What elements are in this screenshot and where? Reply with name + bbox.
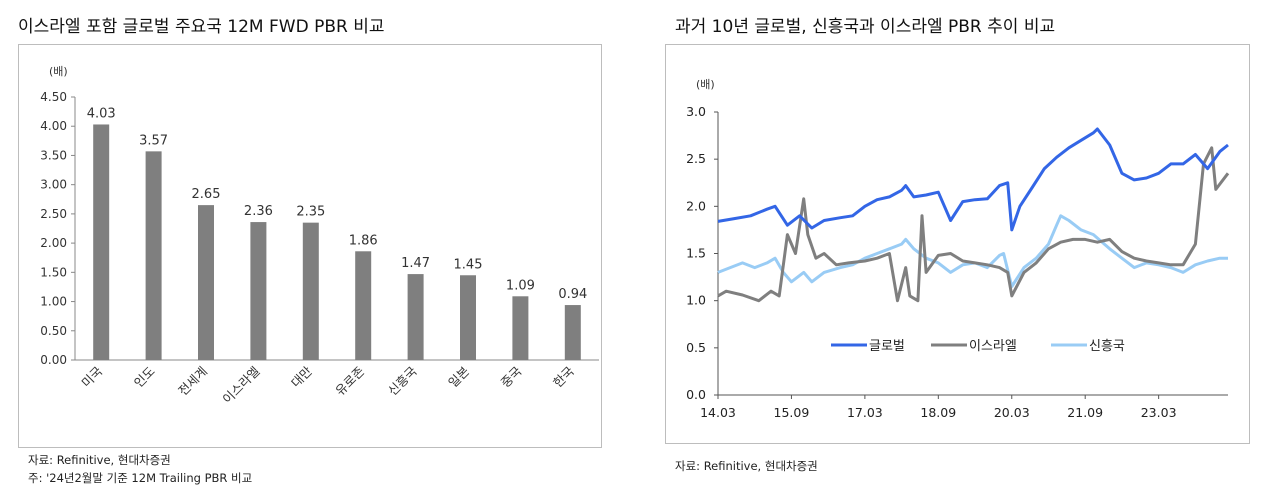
bar bbox=[564, 305, 581, 360]
legend-label: 이스라엘 bbox=[969, 339, 1017, 354]
right-chart-title: 과거 10년 글로벌, 신흥국과 이스라엘 PBR 추이 비교 bbox=[675, 17, 1056, 37]
bar-y-tick-label: 1.50 bbox=[40, 265, 67, 279]
bar-value-label: 2.36 bbox=[244, 204, 273, 219]
bar-value-label: 1.45 bbox=[454, 257, 483, 272]
bar-value-label: 2.35 bbox=[296, 205, 325, 220]
bar-y-tick-label: 3.50 bbox=[40, 148, 67, 162]
left-chart-panel: (배) 0.00 0.50 1.00 1.50 2.00 2.50 3.00 3.50 4.00 4… bbox=[18, 44, 602, 448]
bar-y-tick-label: 0.00 bbox=[40, 353, 67, 367]
line-y-tick-label: 2.5 bbox=[686, 151, 706, 166]
bar-y-tick-label: 4.50 bbox=[40, 90, 67, 104]
bar-y-tick-label: 4.00 bbox=[40, 119, 67, 133]
bar-category-label: 대만 bbox=[288, 363, 315, 390]
line-x-tick-label: 17.03 bbox=[847, 405, 883, 420]
bar bbox=[407, 274, 424, 360]
line-y-tick-label: 2.0 bbox=[686, 198, 706, 213]
bar-value-label: 0.94 bbox=[558, 287, 587, 302]
line-y-tick-label: 1.5 bbox=[686, 246, 706, 261]
bar-value-label: 1.86 bbox=[349, 233, 378, 248]
bar-y-tick-label: 2.00 bbox=[40, 236, 67, 250]
bar bbox=[198, 205, 214, 360]
line-y-tick-label: 3.0 bbox=[686, 104, 706, 119]
line-x-tick-label: 14.03 bbox=[700, 405, 736, 420]
bar-category-label: 한국 bbox=[550, 364, 577, 391]
right-source: 자료: Refinitive, 현대차증권 bbox=[675, 459, 818, 473]
bar-value-label: 2.65 bbox=[192, 187, 221, 202]
bar-value-label: 4.03 bbox=[87, 106, 116, 121]
bar bbox=[355, 251, 372, 360]
bar-y-tick-label: 3.00 bbox=[40, 178, 67, 192]
line-y-tick-label: 0.0 bbox=[686, 387, 706, 402]
line-x-tick-label: 23.03 bbox=[1141, 405, 1177, 420]
bar-category-label: 중국 bbox=[498, 364, 525, 391]
line-x-tick-label: 20.03 bbox=[994, 405, 1030, 420]
bar-category-label: 이스라엘 bbox=[219, 364, 262, 407]
line-chart: (배) 0.0 0.5 1.0 1.5 2.0 2.5 3.0 14.03 15.09 17.03 1… bbox=[686, 78, 1230, 420]
bar bbox=[145, 151, 162, 360]
bar-y-tick-label: 1.00 bbox=[40, 295, 67, 309]
bar bbox=[250, 222, 267, 360]
bar bbox=[460, 275, 476, 360]
legend-label: 글로벌 bbox=[869, 339, 905, 354]
left-chart-title: 이스라엘 포함 글로벌 주요국 12M FWD PBR 비교 bbox=[18, 17, 385, 37]
bar-value-label: 1.47 bbox=[401, 256, 430, 271]
left-note: 주: '24년2월말 기준 12M Trailing PBR 비교 bbox=[28, 471, 253, 485]
bar bbox=[512, 296, 529, 360]
line-x-tick-label: 18.09 bbox=[920, 405, 956, 420]
bar-y-tick-label: 0.50 bbox=[40, 324, 67, 338]
line-y-tick-label: 0.5 bbox=[686, 340, 706, 355]
line-x-tick-label: 15.09 bbox=[774, 405, 810, 420]
right-chart-panel: (배) 0.0 0.5 1.0 1.5 2.0 2.5 3.0 14.03 15.09 17.03 1… bbox=[665, 44, 1250, 444]
legend-label: 신흥국 bbox=[1089, 339, 1125, 354]
line-y-unit: (배) bbox=[696, 78, 715, 91]
series-line-1 bbox=[717, 127, 1229, 232]
bar-value-label: 3.57 bbox=[139, 133, 168, 148]
series-line-2 bbox=[717, 146, 1230, 303]
bar bbox=[302, 222, 319, 360]
bar-category-label: 일본 bbox=[445, 364, 472, 391]
bar bbox=[93, 124, 110, 360]
bar-category-label: 유로존 bbox=[332, 364, 367, 399]
bar-category-label: 신흥국 bbox=[385, 364, 420, 399]
line-x-tick-label: 21.09 bbox=[1067, 405, 1103, 420]
bar-y-tick-label: 2.50 bbox=[40, 207, 67, 221]
bar-category-label: 전세계 bbox=[175, 364, 210, 399]
bar-chart: (배) 0.00 0.50 1.00 1.50 2.00 2.50 3.00 3.50 4.00 4… bbox=[40, 65, 599, 407]
bar-value-label: 1.09 bbox=[506, 278, 535, 293]
bar-category-label: 인도 bbox=[131, 364, 158, 391]
line-y-tick-label: 1.0 bbox=[686, 293, 706, 308]
bar-category-label: 미국 bbox=[78, 364, 105, 391]
left-source: 자료: Refinitive, 현대차증권 bbox=[28, 453, 171, 467]
bar-y-unit: (배) bbox=[49, 65, 68, 78]
